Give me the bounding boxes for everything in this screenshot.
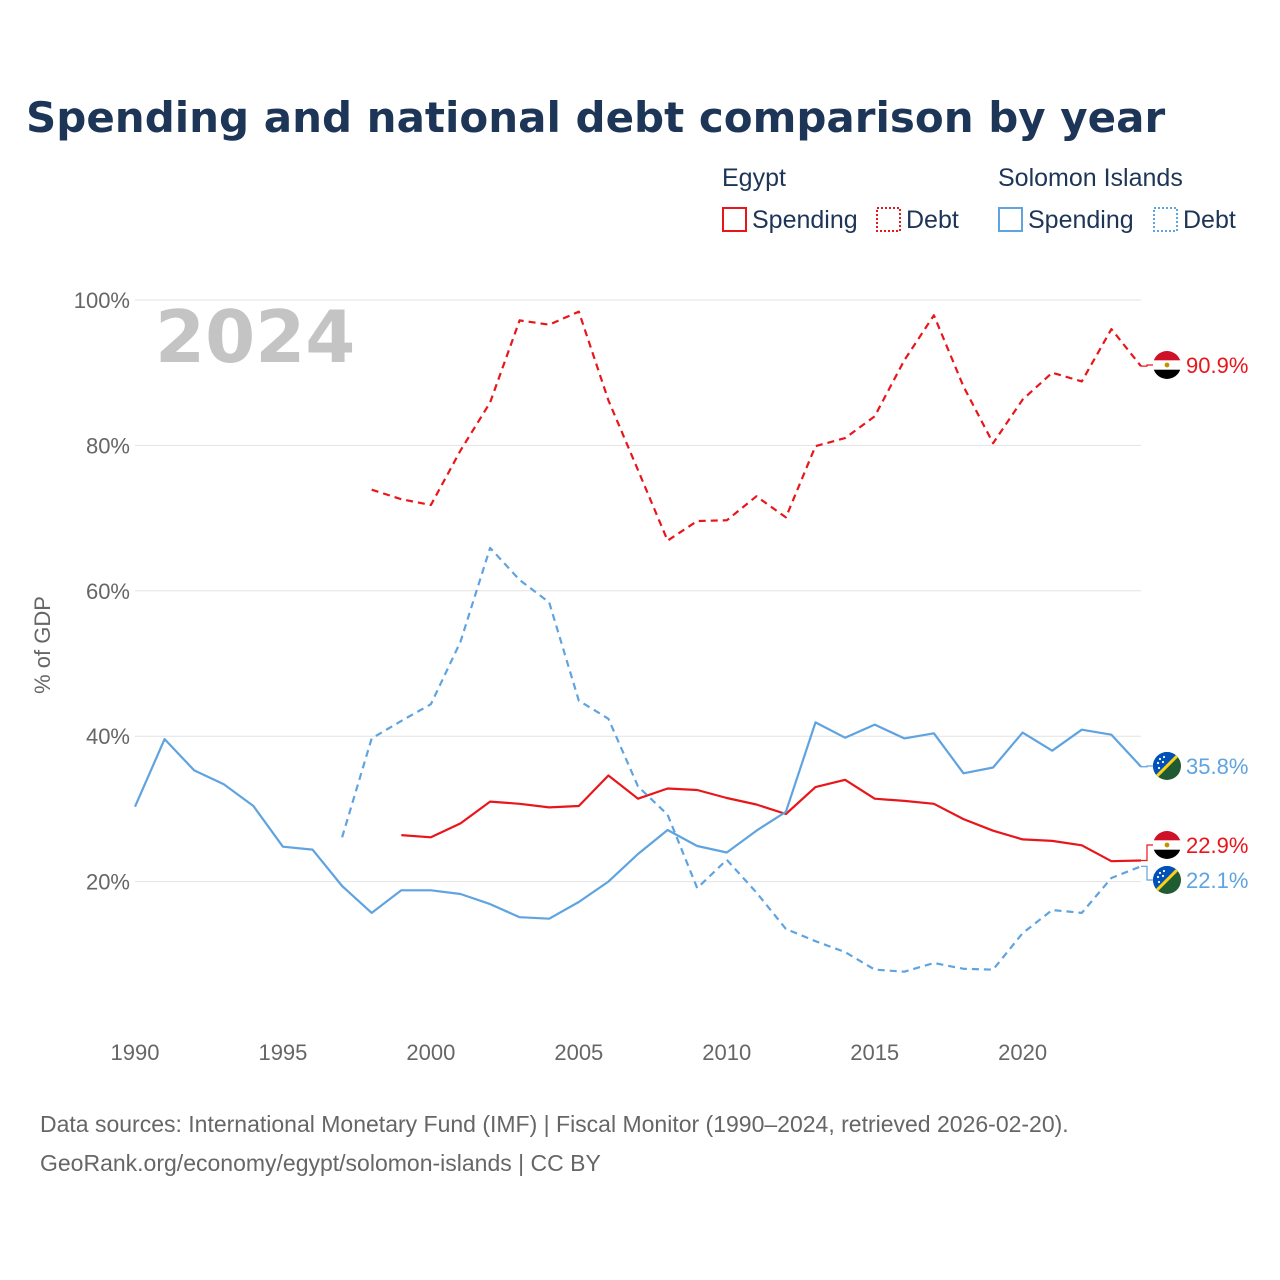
end-marker: 22.1% [1141,865,1248,894]
year-watermark: 2024 [155,295,355,379]
x-tick-label: 2005 [554,1040,603,1065]
footer-source: Data sources: International Monetary Fun… [40,1111,1069,1137]
end-connector [1141,844,1153,862]
series-line-solomon-islands-spending [133,721,1142,920]
end-labels: 90.9% 22.9% 22.1% 35.8% [1141,351,1248,894]
end-value-label: 22.9% [1186,833,1248,858]
x-tick-label: 2015 [850,1040,899,1065]
legend: Egypt Spending Debt Solomon Islands Spen… [722,164,1236,234]
legend-swatch-solomon-debt [1153,207,1178,232]
legend-group-egypt: Egypt [722,164,786,192]
y-tick-label: 40% [86,724,130,749]
end-marker: 22.9% [1141,831,1248,862]
x-tick-label: 1990 [111,1040,160,1065]
footer-credit: GeoRank.org/economy/egypt/solomon-island… [40,1150,601,1176]
end-value-label: 35.8% [1186,754,1248,779]
legend-swatch-egypt-spending [722,207,747,232]
legend-label-solomon-spending: Spending [1028,206,1134,234]
egypt-flag-icon [1153,831,1181,859]
end-value-label: 22.1% [1186,868,1248,893]
end-connector [1141,865,1153,881]
legend-label-egypt-debt: Debt [906,206,959,234]
y-tick-label: 80% [86,433,130,458]
end-marker: 35.8% [1141,752,1248,780]
end-value-label: 90.9% [1186,353,1248,378]
legend-label-solomon-debt: Debt [1183,206,1236,234]
y-tick-label: 60% [86,579,130,604]
y-tick-label: 100% [74,288,130,313]
x-axis: 1990 1995 2000 2005 2010 2015 2020 [111,1040,1048,1065]
legend-group-solomon-islands: Solomon Islands [998,164,1183,192]
x-tick-label: 2020 [998,1040,1047,1065]
x-tick-label: 2010 [702,1040,751,1065]
legend-swatch-solomon-spending [998,207,1023,232]
gridlines [135,299,1141,883]
series-lines [133,310,1142,973]
series-line-egypt-spending [401,774,1142,863]
x-tick-label: 2000 [406,1040,455,1065]
series-line-solomon-islands-debt [341,546,1142,973]
solomon-islands-flag-icon [1153,752,1181,780]
y-axis-title: % of GDP [30,596,55,694]
solomon-islands-flag-icon [1153,866,1181,894]
egypt-flag-icon [1153,351,1181,379]
x-tick-label: 1995 [258,1040,307,1065]
end-connector [1141,364,1153,367]
end-marker: 90.9% [1141,351,1248,379]
chart-title: Spending and national debt comparison by… [26,93,1165,142]
legend-swatch-egypt-debt [876,207,901,232]
series-line-egypt-debt [371,310,1142,542]
y-axis: 20% 40% 60% 80% 100% [74,288,130,895]
end-connector [1141,765,1153,768]
y-tick-label: 20% [86,870,130,895]
legend-label-egypt-spending: Spending [752,206,858,234]
